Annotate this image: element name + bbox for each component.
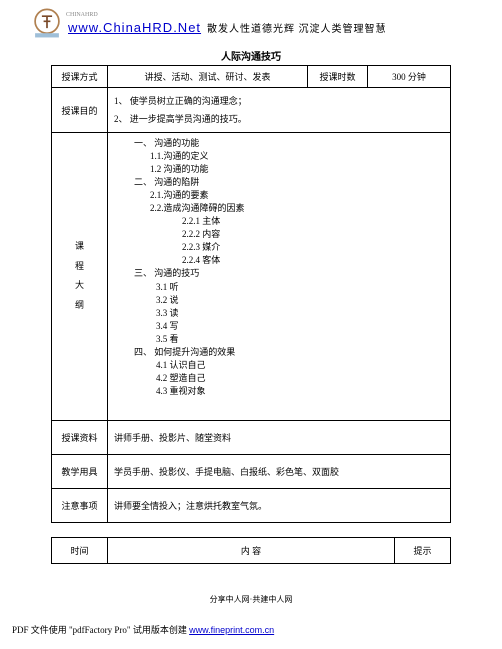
ol-4-1: 4.1 认识自己 bbox=[114, 359, 444, 372]
page-header: CHINAHRD www.ChinaHRD.Net 散发人性道德光辉 沉淀人类管… bbox=[0, 0, 502, 44]
value-hours: 300 分钟 bbox=[368, 66, 451, 88]
outline-label-3: 大 bbox=[58, 276, 101, 296]
document-title: 人际沟通技巧 bbox=[0, 48, 502, 63]
value-material: 讲师手册、投影片、随堂资料 bbox=[108, 420, 451, 454]
bottom-table: 时间 内 容 提示 bbox=[51, 537, 451, 564]
ol-3-1: 3.1 听 bbox=[114, 281, 444, 294]
ol-3-5: 3.5 看 bbox=[114, 333, 444, 346]
bottom-row: 时间 内 容 提示 bbox=[52, 537, 451, 563]
row-material: 授课资料 讲师手册、投影片、随堂资料 bbox=[52, 420, 451, 454]
row-outline: 课 程 大 纲 一、 沟通的功能 1.1.沟通的定义 1.2 沟通的功能 二、 … bbox=[52, 133, 451, 421]
label-tools: 教学用具 bbox=[52, 454, 108, 488]
ol-2-2-4: 2.2.4 客体 bbox=[114, 254, 444, 267]
label-method: 授课方式 bbox=[52, 66, 108, 88]
site-slogan: 散发人性道德光辉 沉淀人类管理智慧 bbox=[207, 20, 387, 35]
site-url-link[interactable]: www.ChinaHRD.Net bbox=[68, 20, 201, 35]
ol-2-2-1: 2.2.1 主体 bbox=[114, 215, 444, 228]
bottom-time: 时间 bbox=[52, 537, 108, 563]
row-notes: 注意事项 讲师要全情投入；注意烘托教室气氛。 bbox=[52, 488, 451, 522]
ol-4-2: 4.2 塑造自己 bbox=[114, 372, 444, 385]
outline-content: 一、 沟通的功能 1.1.沟通的定义 1.2 沟通的功能 二、 沟通的陷阱 2.… bbox=[108, 133, 451, 421]
ol-2-1: 2.1.沟通的要素 bbox=[114, 189, 444, 202]
bottom-content: 内 容 bbox=[108, 537, 395, 563]
ol-1-2: 1.2 沟通的功能 bbox=[114, 163, 444, 176]
outline-label-2: 程 bbox=[58, 257, 101, 277]
ol-2-2: 2.2.造成沟通障碍的因素 bbox=[114, 202, 444, 215]
ol-3-2: 3.2 说 bbox=[114, 294, 444, 307]
value-notes: 讲师要全情投入；注意烘托教室气氛。 bbox=[108, 488, 451, 522]
ol-3: 三、 沟通的技巧 bbox=[114, 267, 444, 280]
ol-4-3: 4.3 重视对象 bbox=[114, 385, 444, 398]
label-hours: 授课时数 bbox=[308, 66, 368, 88]
ol-2-2-3: 2.2.3 媒介 bbox=[114, 241, 444, 254]
footer-pdf: PDF 文件使用 "pdfFactory Pro" 试用版本创建 www.fin… bbox=[12, 623, 502, 636]
objective-2: 2、 进一步提高学员沟通的技巧。 bbox=[114, 110, 444, 128]
ol-4: 四、 如何提升沟通的效果 bbox=[114, 346, 444, 359]
label-material: 授课资料 bbox=[52, 420, 108, 454]
value-method: 讲授、活动、测试、研讨、发表 bbox=[108, 66, 308, 88]
site-logo bbox=[30, 6, 64, 40]
ol-2: 二、 沟通的陷阱 bbox=[114, 176, 444, 189]
row-method: 授课方式 讲授、活动、测试、研讨、发表 授课时数 300 分钟 bbox=[52, 66, 451, 88]
outline-label-1: 课 bbox=[58, 237, 101, 257]
objective-1: 1、 使学员树立正确的沟通理念； bbox=[114, 92, 444, 110]
footer-pdf-link[interactable]: www.fineprint.com.cn bbox=[189, 625, 274, 635]
label-notes: 注意事项 bbox=[52, 488, 108, 522]
ol-3-3: 3.3 读 bbox=[114, 307, 444, 320]
row-tools: 教学用具 学员手册、投影仪、手提电脑、白报纸、彩色笔、双面胶 bbox=[52, 454, 451, 488]
ol-1: 一、 沟通的功能 bbox=[114, 137, 444, 150]
outline-label-4: 纲 bbox=[58, 296, 101, 316]
value-objectives: 1、 使学员树立正确的沟通理念； 2、 进一步提高学员沟通的技巧。 bbox=[108, 88, 451, 133]
logo-subtext: CHINAHRD bbox=[66, 12, 387, 18]
row-objectives: 授课目的 1、 使学员树立正确的沟通理念； 2、 进一步提高学员沟通的技巧。 bbox=[52, 88, 451, 133]
main-table: 授课方式 讲授、活动、测试、研讨、发表 授课时数 300 分钟 授课目的 1、 … bbox=[51, 65, 451, 523]
ol-3-4: 3.4 写 bbox=[114, 320, 444, 333]
ol-2-2-2: 2.2.2 内容 bbox=[114, 228, 444, 241]
label-objectives: 授课目的 bbox=[52, 88, 108, 133]
label-outline: 课 程 大 纲 bbox=[52, 133, 108, 421]
ol-1-1: 1.1.沟通的定义 bbox=[114, 150, 444, 163]
value-tools: 学员手册、投影仪、手提电脑、白报纸、彩色笔、双面胶 bbox=[108, 454, 451, 488]
bottom-hint: 提示 bbox=[395, 537, 451, 563]
footer-pdf-text: PDF 文件使用 "pdfFactory Pro" 试用版本创建 bbox=[12, 625, 189, 635]
footer-share: 分享中人网·共建中人网 bbox=[0, 594, 502, 605]
